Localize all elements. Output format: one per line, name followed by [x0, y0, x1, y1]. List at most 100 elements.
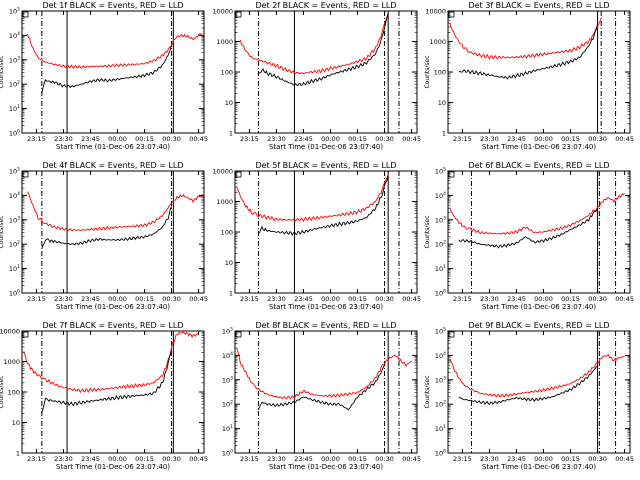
x-tick-label: 00:15: [561, 455, 580, 463]
x-tick-label: 00:15: [561, 135, 580, 143]
y-tick-exponent: 5: [17, 7, 20, 13]
y-axis-label: Counts/sec: [0, 375, 5, 408]
y-tick-label: 100: [222, 449, 233, 458]
y-tick-exponent: 5: [443, 327, 446, 333]
y-tick-exponent: 0: [230, 449, 233, 455]
x-tick-label: 00:30: [375, 135, 394, 143]
corner-marker: [448, 11, 455, 18]
x-tick-label: 00:30: [162, 455, 181, 463]
y-tick-label: 100: [435, 449, 446, 458]
y-tick-label: 103: [222, 375, 233, 384]
plot-frame: [447, 330, 631, 454]
y-tick-exponent: 1: [443, 264, 446, 270]
x-tick-label: 23:45: [294, 135, 313, 143]
panel-title: Det 1f BLACK = Events, RED = LLD: [42, 1, 183, 10]
x-axis-label: Start Time (01-Dec-06 23:07:40): [482, 143, 596, 151]
series-lld-line: [449, 193, 625, 235]
x-tick-label: 23:15: [453, 295, 472, 303]
y-tick-exponent: 2: [17, 240, 20, 246]
y-tick-label: 1000: [216, 198, 233, 206]
y-tick-label: 104: [435, 191, 446, 200]
x-tick-label: 00:30: [588, 455, 607, 463]
x-tick-label: 00:00: [321, 295, 340, 303]
panel-8: Det 8f BLACK = Events, RED = LLD Start Ti…: [222, 321, 421, 471]
panel-title: Det 3f BLACK = Events, RED = LLD: [468, 1, 609, 10]
x-axis-label: Start Time (01-Dec-06 23:07:40): [269, 303, 383, 311]
series-lld-line: [239, 12, 389, 75]
plot-frame: [447, 170, 631, 294]
series-events-line: [41, 349, 173, 414]
y-tick-exponent: 1: [17, 104, 20, 110]
series-events-line: [458, 364, 598, 406]
y-tick-label: 10000: [212, 8, 233, 16]
x-tick-label: 23:30: [54, 455, 73, 463]
y-tick-label: 102: [435, 400, 446, 409]
y-tick-exponent: 0: [443, 289, 446, 295]
y-tick-label: 105: [9, 167, 20, 176]
y-tick-label: 100: [8, 389, 20, 397]
panel-title: Det 4f BLACK = Events, RED = LLD: [42, 161, 183, 170]
y-tick-exponent: 4: [443, 191, 446, 197]
x-tick-label: 00:45: [615, 455, 634, 463]
x-axis-label: Start Time (01-Dec-06 23:07:40): [269, 143, 383, 151]
panel-7: Det 7f BLACK = Events, RED = LLD Counts/s…: [0, 321, 208, 471]
x-tick-label: 23:30: [54, 135, 73, 143]
x-tick-label: 00:45: [615, 135, 634, 143]
x-tick-label: 00:00: [108, 295, 127, 303]
y-tick-label: 100: [435, 289, 446, 298]
y-tick-exponent: 1: [443, 424, 446, 430]
x-tick-label: 00:45: [189, 135, 208, 143]
x-axis-label: Start Time (01-Dec-06 23:07:40): [56, 463, 170, 471]
y-tick-label: 105: [9, 7, 20, 16]
y-tick-exponent: 3: [230, 375, 233, 381]
plot-frame: [21, 10, 205, 134]
y-tick-exponent: 0: [17, 129, 20, 135]
y-axis-label: Counts/sec: [0, 215, 5, 248]
y-tick-label: 101: [9, 104, 20, 113]
series-events-line: [41, 44, 173, 94]
series-lld-line: [27, 191, 203, 232]
x-tick-label: 00:45: [189, 295, 208, 303]
y-tick-exponent: 4: [17, 31, 20, 37]
y-tick-label: 101: [435, 264, 446, 273]
panel-3: Det 3f BLACK = Events, RED = LLD Counts/s…: [424, 1, 634, 151]
panel-6: Det 6f BLACK = Events, RED = LLD Counts/s…: [424, 161, 634, 311]
x-tick-label: 00:00: [534, 135, 553, 143]
x-tick-label: 00:30: [588, 135, 607, 143]
x-tick-label: 23:45: [507, 295, 526, 303]
y-tick-label: 1: [229, 130, 233, 138]
y-tick-label: 103: [9, 55, 20, 64]
y-tick-exponent: 2: [17, 80, 20, 86]
y-tick-label: 10000: [212, 168, 233, 176]
plot-frame: [234, 330, 418, 454]
series-events-line: [257, 364, 385, 411]
y-tick-exponent: 4: [443, 351, 446, 357]
x-tick-label: 23:15: [27, 455, 46, 463]
x-tick-label: 23:30: [267, 455, 286, 463]
x-tick-label: 00:15: [348, 135, 367, 143]
y-tick-label: 1000: [429, 38, 446, 46]
y-tick-label: 102: [9, 80, 20, 89]
x-tick-label: 00:00: [534, 295, 553, 303]
x-tick-label: 23:30: [267, 295, 286, 303]
y-tick-label: 10: [438, 99, 446, 107]
y-tick-label: 100: [221, 229, 233, 237]
x-tick-label: 00:30: [375, 295, 394, 303]
y-tick-exponent: 2: [443, 400, 446, 406]
y-tick-label: 10: [225, 259, 233, 267]
x-tick-label: 00:15: [348, 295, 367, 303]
y-tick-exponent: 4: [17, 191, 20, 197]
x-tick-label: 23:30: [480, 135, 499, 143]
series-lld-line: [449, 17, 602, 60]
x-tick-label: 00:45: [402, 455, 421, 463]
x-tick-label: 00:30: [162, 135, 181, 143]
y-tick-exponent: 1: [17, 264, 20, 270]
y-tick-label: 101: [222, 424, 233, 433]
x-tick-label: 00:45: [189, 455, 208, 463]
y-tick-label: 105: [435, 327, 446, 336]
y-tick-label: 1000: [3, 358, 20, 366]
y-tick-label: 100: [9, 289, 20, 298]
corner-marker: [22, 331, 29, 338]
panel-4: Det 4f BLACK = Events, RED = LLD Counts/s…: [0, 161, 208, 311]
x-tick-label: 23:45: [81, 295, 100, 303]
